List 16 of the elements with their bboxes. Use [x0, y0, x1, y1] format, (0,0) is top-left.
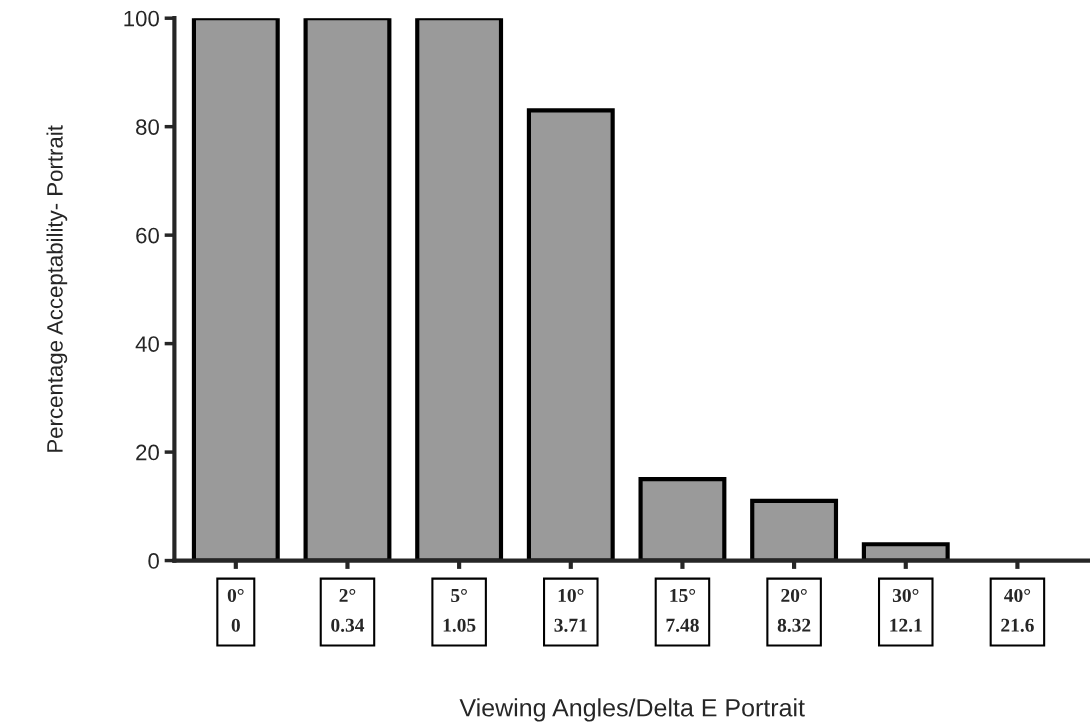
x-tick-label: 5° 1.05 [443, 588, 476, 632]
y-tick-label: 80 [136, 119, 159, 135]
x-axis-title: Viewing Angles/Delta E Portrait [459, 698, 805, 722]
x-tick-label: 15° 7.48 [666, 588, 699, 632]
x-tick-label: 20° 8.32 [777, 588, 811, 632]
y-tick-label: 20 [136, 444, 159, 461]
x-tick-label: 10° 3.71 [554, 588, 587, 632]
y-tick-label: 100 [124, 10, 159, 27]
x-tick-label: 30° 12.1 [890, 588, 922, 632]
x-tick-label: 0° 0 [227, 588, 244, 632]
y-tick-label: 40 [135, 336, 159, 352]
x-tick-label: 2° 0.34 [331, 588, 365, 632]
x-tick-label: 40° 21.6 [1001, 588, 1034, 632]
y-tick-label: 0 [148, 553, 159, 569]
y-axis-title: Percentage Acceptability- Portrait [46, 125, 68, 452]
y-tick-label: 60 [136, 227, 159, 244]
